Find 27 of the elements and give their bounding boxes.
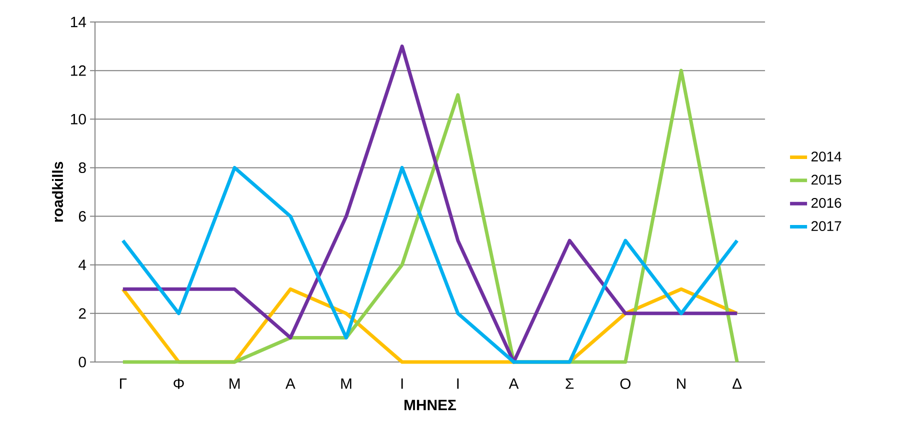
y-tick-label: 8 (78, 162, 86, 173)
y-tick-label: 10 (71, 114, 86, 124)
legend-label: 2015 (811, 174, 842, 185)
x-tick-label: Γ (120, 378, 127, 389)
x-tick-label: Ι (457, 378, 459, 389)
x-tick-label: Μ (230, 378, 240, 389)
x-tick-label: Φ (174, 378, 184, 389)
y-tick-label: 0 (78, 356, 86, 368)
legend-label: 2014 (811, 152, 842, 162)
y-axis-title: roadkills (52, 162, 64, 222)
y-tick-label: 6 (78, 210, 86, 222)
x-tick-label: Α (285, 378, 296, 389)
legend-label: 2017 (811, 221, 842, 232)
x-tick-label: Α (508, 378, 519, 389)
y-tick-label: 2 (78, 308, 86, 319)
x-tick-label: Δ (732, 378, 742, 389)
x-tick-label: Σ (566, 378, 574, 389)
x-tick-label: Ο (620, 378, 631, 390)
line-series (121, 166, 739, 364)
x-tick-label: Ν (677, 378, 686, 389)
y-tick-label: 12 (71, 65, 86, 76)
y-tick-label: 4 (78, 260, 86, 270)
x-tick-label: Ι (401, 378, 403, 389)
legend-label: 2016 (811, 198, 842, 208)
x-tick-label: Μ (341, 378, 352, 389)
x-axis-title: ΜΗΝΕΣ (404, 400, 456, 410)
y-tick-label: 14 (71, 16, 86, 28)
